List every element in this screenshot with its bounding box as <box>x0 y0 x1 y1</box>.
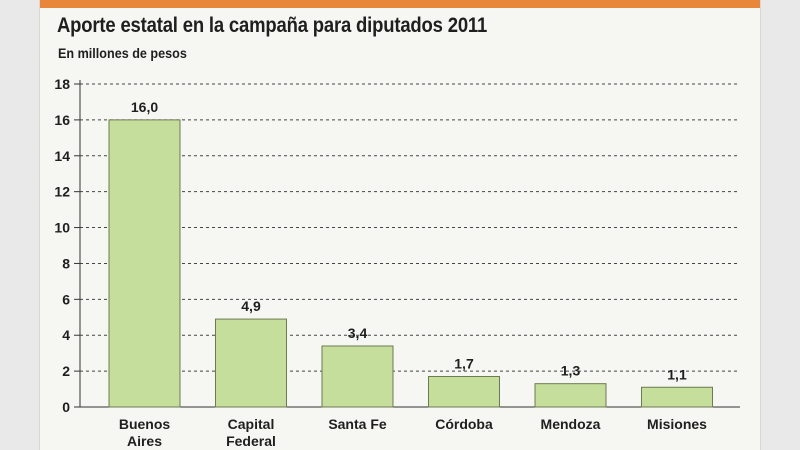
bar <box>428 375 500 408</box>
bar <box>108 119 181 408</box>
x-tick-label: Santa Fe <box>328 416 387 432</box>
bar <box>641 386 713 408</box>
bar <box>321 345 394 408</box>
y-tick-label: 16 <box>54 112 70 128</box>
header-strip <box>40 0 760 8</box>
y-tick-label: 18 <box>54 76 70 92</box>
y-tick-label: 10 <box>54 220 70 236</box>
y-tick-label: 8 <box>62 255 70 271</box>
y-tick-label: 2 <box>62 363 70 379</box>
x-tick-label: Córdoba <box>435 416 493 432</box>
x-tick-label: Buenos <box>119 416 171 432</box>
x-tick-label: Misiones <box>647 416 707 432</box>
data-label: 1,1 <box>667 366 687 382</box>
data-label: 4,9 <box>241 298 261 314</box>
y-tick-label: 0 <box>62 399 70 415</box>
chart-title: Aporte estatal en la campaña para diputa… <box>57 14 488 37</box>
data-label: 1,3 <box>561 363 581 379</box>
chart-subtitle: En millones de pesos <box>58 45 187 61</box>
x-tick-label: Aires <box>127 433 162 449</box>
y-tick-label: 6 <box>62 291 70 307</box>
data-label: 16,0 <box>131 99 158 115</box>
x-tick-label: Capital <box>228 416 275 432</box>
y-tick-label: 14 <box>54 148 70 164</box>
x-tick-label: Mendoza <box>541 416 601 432</box>
y-tick-label: 4 <box>62 327 70 343</box>
bar <box>534 383 607 408</box>
y-tick-label: 12 <box>54 184 70 200</box>
bar <box>215 318 287 408</box>
x-tick-label: Federal <box>226 433 276 449</box>
data-label: 3,4 <box>348 325 368 341</box>
data-label: 1,7 <box>454 355 474 371</box>
chart-panel: Aporte estatal en la campaña para diputa… <box>40 0 760 450</box>
